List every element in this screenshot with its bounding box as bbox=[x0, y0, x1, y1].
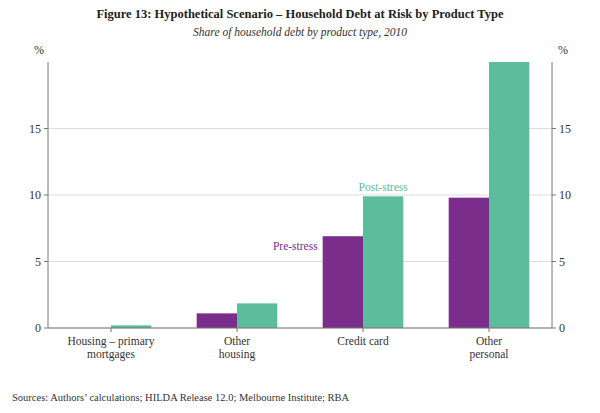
y-tick-label: 15 bbox=[29, 122, 41, 136]
series-label: Post-stress bbox=[359, 181, 409, 193]
y-tick bbox=[44, 328, 48, 329]
y-tick bbox=[44, 261, 48, 262]
bar bbox=[363, 196, 403, 328]
subtitle: Share of household debt by product type,… bbox=[193, 26, 407, 39]
bar bbox=[323, 236, 363, 328]
bar bbox=[197, 313, 237, 328]
y2-tick-label: 10 bbox=[559, 188, 571, 202]
y-axis-label: % bbox=[34, 43, 44, 57]
y2-axis-label: % bbox=[558, 43, 568, 57]
grid-line bbox=[48, 195, 552, 196]
x-axis-line bbox=[48, 328, 552, 329]
grid bbox=[48, 129, 552, 329]
y2-tick bbox=[552, 195, 556, 196]
x-tick bbox=[237, 328, 238, 332]
chart: Figure 13: Hypothetical Scenario – House… bbox=[0, 0, 600, 413]
y2-tick bbox=[552, 128, 556, 129]
x-tick bbox=[111, 328, 112, 332]
x-tick bbox=[363, 328, 364, 332]
grid-line bbox=[48, 328, 552, 329]
background bbox=[0, 0, 600, 413]
y-tick-label: 10 bbox=[29, 188, 41, 202]
y-tick-label: 0 bbox=[35, 321, 41, 335]
x-tick-label: Otherpersonal bbox=[470, 335, 509, 361]
series-label: Pre-stress bbox=[273, 240, 318, 252]
bars bbox=[111, 62, 529, 328]
y-tick bbox=[44, 195, 48, 196]
bar bbox=[449, 198, 489, 328]
y-axis-line bbox=[48, 62, 49, 328]
x-tick-label: Otherhousing bbox=[219, 335, 256, 361]
title: Figure 13: Hypothetical Scenario – House… bbox=[96, 7, 504, 21]
x-tick-label: Housing – primarymortgages bbox=[68, 335, 155, 361]
y-tick bbox=[44, 128, 48, 129]
y2-tick-label: 15 bbox=[559, 122, 571, 136]
y2-tick bbox=[552, 261, 556, 262]
chart-container: Figure 13: Hypothetical Scenario – House… bbox=[0, 0, 600, 413]
y2-tick-label: 0 bbox=[559, 321, 565, 335]
y2-axis-line bbox=[552, 62, 553, 328]
y2-tick bbox=[552, 328, 556, 329]
bar bbox=[489, 62, 529, 328]
y-tick-label: 5 bbox=[35, 255, 41, 269]
bar bbox=[237, 303, 277, 328]
x-tick bbox=[489, 328, 490, 332]
sources: Sources: Authors’ calculations; HILDA Re… bbox=[12, 392, 350, 403]
grid-line bbox=[48, 128, 552, 129]
x-tick-label: Credit card bbox=[337, 335, 389, 347]
y2-tick-label: 5 bbox=[559, 255, 565, 269]
